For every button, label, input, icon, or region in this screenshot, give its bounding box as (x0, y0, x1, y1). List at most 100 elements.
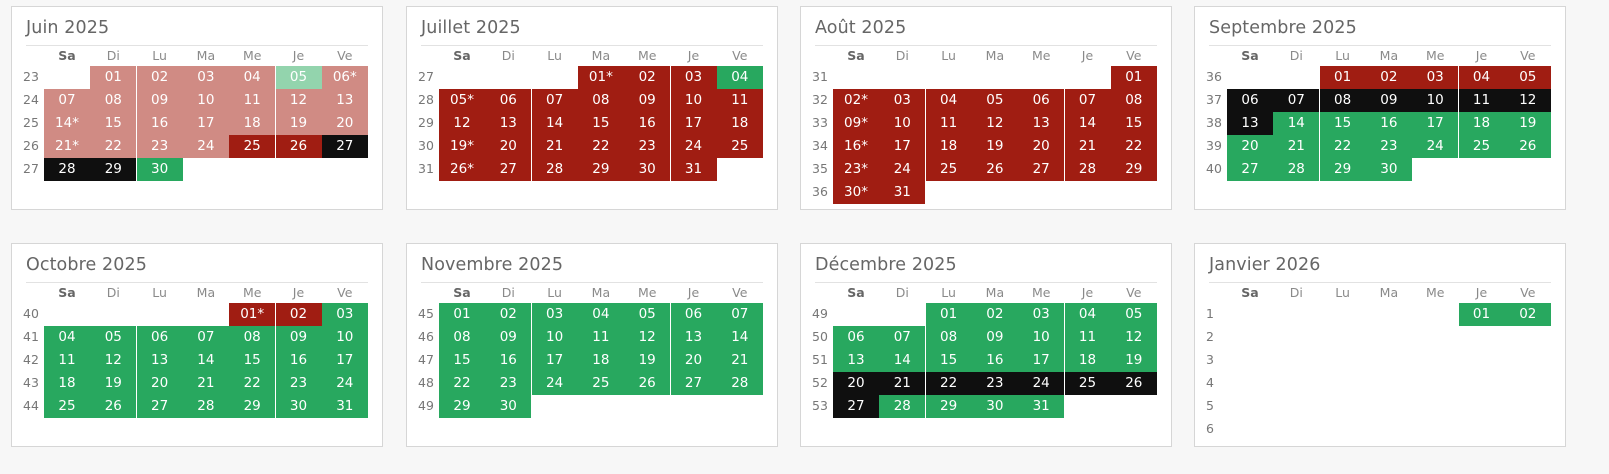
day-cell[interactable]: 07 (716, 303, 764, 327)
day-cell[interactable]: 25 (577, 372, 625, 396)
day-cell[interactable]: 28 (879, 395, 927, 419)
day-cell[interactable]: 27 (1227, 158, 1274, 182)
day-cell[interactable]: 26 (1504, 135, 1552, 159)
day-cell[interactable]: 16 (275, 349, 323, 373)
day-cell[interactable]: 30 (1365, 158, 1413, 182)
day-cell[interactable]: 18 (44, 372, 91, 396)
day-cell[interactable]: 24 (670, 135, 718, 159)
day-cell[interactable]: 18 (577, 349, 625, 373)
day-cell[interactable]: 17 (182, 112, 230, 136)
day-cell[interactable]: 30 (275, 395, 323, 419)
day-cell[interactable]: 27 (321, 135, 369, 159)
day-cell[interactable]: 14 (879, 349, 927, 373)
day-cell[interactable]: 03 (670, 66, 718, 90)
day-cell[interactable]: 07 (1064, 89, 1112, 113)
day-cell[interactable]: 03 (531, 303, 579, 327)
day-cell[interactable]: 09* (833, 112, 880, 136)
day-cell[interactable]: 02* (833, 89, 880, 113)
day-cell[interactable]: 26 (275, 135, 323, 159)
day-cell[interactable]: 04 (1064, 303, 1112, 327)
day-cell[interactable]: 19 (1504, 112, 1552, 136)
day-cell[interactable]: 11 (716, 89, 764, 113)
day-cell[interactable]: 26 (1110, 372, 1158, 396)
day-cell[interactable]: 02 (1504, 303, 1552, 327)
day-cell[interactable]: 09 (1365, 89, 1413, 113)
day-cell[interactable]: 13 (670, 326, 718, 350)
day-cell[interactable]: 15 (229, 349, 277, 373)
day-cell[interactable]: 29 (577, 158, 625, 182)
day-cell[interactable]: 23 (275, 372, 323, 396)
day-cell[interactable]: 02 (275, 303, 323, 327)
day-cell[interactable]: 08 (1319, 89, 1367, 113)
day-cell[interactable]: 06 (1227, 89, 1274, 113)
day-cell[interactable]: 09 (136, 89, 184, 113)
day-cell[interactable]: 17 (531, 349, 579, 373)
day-cell[interactable]: 16 (136, 112, 184, 136)
day-cell[interactable]: 12 (439, 112, 486, 136)
day-cell[interactable]: 07 (44, 89, 91, 113)
day-cell[interactable]: 05 (971, 89, 1019, 113)
day-cell[interactable]: 17 (1412, 112, 1460, 136)
day-cell[interactable]: 23* (833, 158, 880, 182)
day-cell[interactable]: 24 (1018, 372, 1066, 396)
day-cell[interactable]: 12 (624, 326, 672, 350)
day-cell[interactable]: 03 (1018, 303, 1066, 327)
day-cell[interactable]: 19 (275, 112, 323, 136)
day-cell[interactable]: 10 (670, 89, 718, 113)
day-cell[interactable]: 20 (833, 372, 880, 396)
day-cell[interactable]: 13 (1018, 112, 1066, 136)
day-cell[interactable]: 05 (90, 326, 138, 350)
day-cell[interactable]: 09 (971, 326, 1019, 350)
day-cell[interactable]: 04 (229, 66, 277, 90)
day-cell[interactable]: 23 (971, 372, 1019, 396)
day-cell[interactable]: 21* (44, 135, 91, 159)
day-cell[interactable]: 07 (879, 326, 927, 350)
day-cell[interactable]: 13 (136, 349, 184, 373)
day-cell[interactable]: 28 (531, 158, 579, 182)
day-cell[interactable]: 28 (182, 395, 230, 419)
day-cell[interactable]: 22 (229, 372, 277, 396)
day-cell[interactable]: 07 (531, 89, 579, 113)
day-cell[interactable]: 01* (229, 303, 277, 327)
day-cell[interactable]: 02 (485, 303, 533, 327)
day-cell[interactable]: 17 (670, 112, 718, 136)
day-cell[interactable]: 08 (1110, 89, 1158, 113)
day-cell[interactable]: 23 (485, 372, 533, 396)
day-cell[interactable]: 10 (531, 326, 579, 350)
day-cell[interactable]: 13 (485, 112, 533, 136)
day-cell[interactable]: 29 (90, 158, 138, 182)
day-cell[interactable]: 24 (182, 135, 230, 159)
day-cell[interactable]: 22 (439, 372, 486, 396)
day-cell[interactable]: 30 (624, 158, 672, 182)
day-cell[interactable]: 19 (971, 135, 1019, 159)
day-cell[interactable]: 19 (624, 349, 672, 373)
day-cell[interactable]: 21 (879, 372, 927, 396)
day-cell[interactable]: 24 (1412, 135, 1460, 159)
day-cell[interactable]: 17 (879, 135, 927, 159)
day-cell[interactable]: 03 (321, 303, 369, 327)
day-cell[interactable]: 13 (1227, 112, 1274, 136)
day-cell[interactable]: 11 (1458, 89, 1506, 113)
day-cell[interactable]: 23 (136, 135, 184, 159)
day-cell[interactable]: 01 (1110, 66, 1158, 90)
day-cell[interactable]: 05* (439, 89, 486, 113)
day-cell[interactable]: 11 (925, 112, 973, 136)
day-cell[interactable]: 04 (44, 326, 91, 350)
day-cell[interactable]: 08 (90, 89, 138, 113)
day-cell[interactable]: 30 (971, 395, 1019, 419)
day-cell[interactable]: 29 (1110, 158, 1158, 182)
day-cell[interactable]: 08 (925, 326, 973, 350)
day-cell[interactable]: 29 (439, 395, 486, 419)
day-cell[interactable]: 24 (531, 372, 579, 396)
day-cell[interactable]: 28 (44, 158, 91, 182)
day-cell[interactable]: 16 (971, 349, 1019, 373)
day-cell[interactable]: 18 (925, 135, 973, 159)
day-cell[interactable]: 16 (485, 349, 533, 373)
day-cell[interactable]: 15 (577, 112, 625, 136)
day-cell[interactable]: 26 (90, 395, 138, 419)
day-cell[interactable]: 27 (136, 395, 184, 419)
day-cell[interactable]: 05 (624, 303, 672, 327)
day-cell[interactable]: 21 (531, 135, 579, 159)
day-cell[interactable]: 11 (44, 349, 91, 373)
day-cell[interactable]: 16 (1365, 112, 1413, 136)
